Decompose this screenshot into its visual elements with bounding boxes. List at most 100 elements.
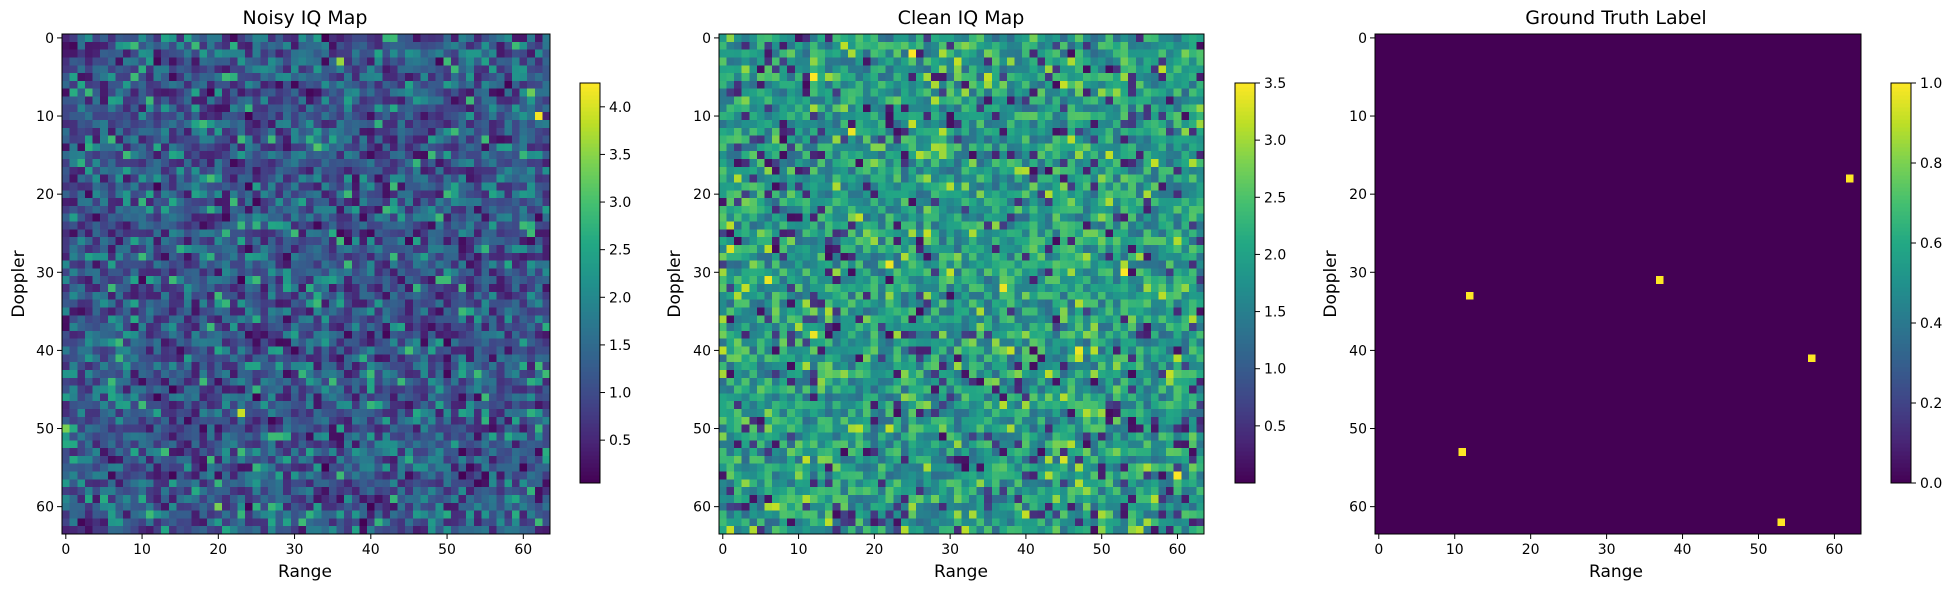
heatmap-cell: [1128, 34, 1137, 43]
heatmap-cell: [367, 57, 375, 66]
heatmap-cell: [534, 143, 543, 152]
heatmap-cell: [443, 307, 452, 316]
heatmap-cell: [1082, 80, 1091, 90]
heatmap-cell: [359, 260, 368, 269]
heatmap-cell: [161, 526, 170, 535]
heatmap-cell: [900, 49, 909, 58]
heatmap-cell: [1029, 80, 1038, 90]
heatmap-cell: [809, 119, 818, 129]
heatmap-cell: [1067, 49, 1076, 58]
heatmap-cell: [161, 182, 170, 191]
heatmap-cell: [900, 80, 909, 90]
heatmap-cell: [450, 151, 459, 160]
heatmap-cell: [519, 494, 528, 504]
heatmap-cell: [991, 88, 1000, 97]
heatmap-cell: [168, 323, 177, 332]
heatmap-cell: [77, 119, 86, 129]
heatmap-cell: [130, 57, 139, 66]
heatmap-cell: [145, 377, 154, 386]
heatmap-cell: [351, 166, 360, 175]
heatmap-cell: [92, 315, 101, 324]
heatmap-cell: [397, 174, 406, 183]
heatmap-cell: [199, 260, 208, 269]
heatmap-cell: [1166, 34, 1175, 43]
heatmap-cell: [283, 369, 292, 379]
colorbar-segment: [580, 219, 600, 224]
heatmap-cell: [206, 213, 215, 222]
heatmap-cell: [206, 119, 215, 129]
heatmap-cell: [999, 34, 1008, 43]
heatmap-cell: [946, 80, 955, 90]
heatmap-cell: [344, 409, 353, 418]
heatmap-cell: [534, 166, 543, 175]
heatmap-cell: [443, 448, 452, 457]
heatmap-cell: [511, 416, 520, 425]
heatmap-cell: [412, 471, 421, 480]
heatmap-cell: [458, 135, 467, 144]
heatmap-cell: [84, 182, 93, 191]
heatmap-cell: [389, 377, 398, 386]
heatmap-cell: [237, 432, 246, 441]
heatmap-cell: [176, 213, 185, 222]
heatmap-cell: [115, 385, 124, 394]
heatmap-cell: [275, 362, 284, 371]
heatmap-cell: [283, 385, 292, 394]
heatmap-cell: [481, 362, 490, 371]
heatmap-cell: [389, 41, 398, 50]
heatmap-cell: [443, 127, 452, 136]
heatmap-cell: [504, 362, 513, 371]
heatmap-cell: [199, 463, 208, 472]
heatmap-cell: [336, 393, 345, 402]
heatmap-cell: [428, 299, 436, 308]
heatmap-cell: [1158, 104, 1167, 113]
heatmap-cell: [100, 213, 109, 222]
heatmap-cell: [260, 34, 269, 43]
heatmap-cell: [145, 385, 154, 394]
heatmap-cell: [115, 471, 124, 480]
heatmap-cell: [328, 291, 337, 300]
heatmap-cell: [1037, 80, 1046, 90]
heatmap-cell: [77, 182, 86, 191]
heatmap-cell: [527, 455, 536, 465]
heatmap-cell: [344, 385, 353, 394]
heatmap-cell: [359, 49, 368, 58]
heatmap-cell: [283, 471, 292, 480]
heatmap-cell: [84, 34, 93, 43]
colorbar-segment: [580, 391, 600, 396]
heatmap-cell: [481, 104, 490, 113]
heatmap-cell: [1097, 88, 1106, 97]
heatmap-cell: [511, 41, 520, 50]
heatmap-cell: [237, 174, 246, 183]
heatmap-cell: [107, 276, 116, 285]
heatmap-cell: [542, 526, 551, 535]
heatmap-cell: [855, 73, 864, 82]
heatmap-cell: [252, 237, 261, 246]
heatmap-cell: [367, 237, 375, 246]
heatmap-cell: [321, 244, 330, 254]
heatmap-cell: [344, 112, 353, 121]
heatmap-cell: [123, 362, 131, 371]
heatmap-cell: [511, 159, 520, 168]
heatmap-cell: [397, 502, 406, 511]
heatmap-cell: [855, 41, 864, 50]
heatmap-cell: [466, 315, 475, 324]
colorbar-tick-label: 1.5: [609, 338, 631, 354]
heatmap-cell: [77, 401, 86, 410]
heatmap-cell: [62, 151, 70, 160]
heatmap-cell: [153, 252, 162, 261]
heatmap-cell: [161, 487, 170, 496]
heatmap-cell: [1166, 80, 1175, 90]
heatmap-cell: [245, 198, 253, 207]
heatmap-cell: [306, 362, 314, 371]
heatmap-cell: [443, 487, 452, 496]
heatmap-cell: [840, 73, 849, 82]
heatmap-cell: [527, 244, 536, 254]
heatmap-cell: [473, 471, 482, 480]
heatmap-cell: [1105, 41, 1114, 50]
heatmap-cell: [489, 487, 497, 496]
heatmap-cell: [161, 104, 170, 113]
heatmap-cell: [969, 57, 978, 66]
heatmap-cell: [138, 526, 147, 535]
heatmap-cell: [794, 73, 803, 82]
heatmap-cell: [245, 49, 253, 58]
